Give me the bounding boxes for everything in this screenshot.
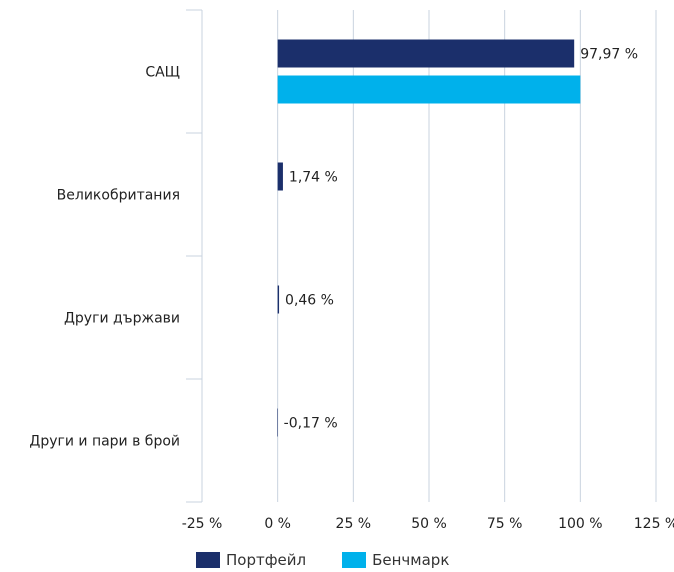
legend-swatch-portfolio <box>196 552 220 568</box>
legend-label-benchmark: Бенчмарк <box>372 551 450 569</box>
bar-portfolio-3 <box>277 408 278 437</box>
x-tick-label-6: 125 % <box>634 516 674 532</box>
legend-item-portfolio: Портфейл <box>196 551 306 569</box>
bar-portfolio-2 <box>277 285 280 314</box>
x-tick-label-0: -25 % <box>182 516 223 532</box>
x-tick-label-3: 50 % <box>411 516 447 532</box>
x-tick-labels: -25 % 0 % 25 % 50 % 75 % 100 % 125 % <box>182 516 674 532</box>
category-label-0: САЩ <box>145 65 180 81</box>
legend: Портфейл Бенчмарк <box>196 550 485 570</box>
x-tick-label-2: 25 % <box>336 516 372 532</box>
category-axis: САЩ Великобритания Други държави Други и па… <box>29 9 203 503</box>
legend-label-portfolio: Портфейл <box>226 551 307 569</box>
bar-chart: САЩ Великобритания Други държави Други и па… <box>29 9 674 532</box>
x-tick-label-5: 100 % <box>558 516 602 532</box>
bar-portfolio-0 <box>277 39 575 68</box>
data-label-0: 97,97 % <box>580 47 638 63</box>
bar-portfolio-1 <box>277 162 283 191</box>
category-label-3: Други и пари в брой <box>29 434 180 450</box>
x-tick-label-4: 75 % <box>487 516 523 532</box>
data-label-1: 1,74 % <box>289 170 338 186</box>
x-tick-label-1: 0 % <box>264 516 291 532</box>
category-label-1: Великобритания <box>57 188 180 204</box>
category-label-2: Други държави <box>64 311 180 327</box>
legend-swatch-benchmark <box>342 552 367 568</box>
bars <box>277 39 581 437</box>
data-label-3: -0,17 % <box>284 416 338 432</box>
legend-item-benchmark: Бенчмарк <box>342 551 449 569</box>
bar-benchmark-0 <box>277 75 581 104</box>
data-label-2: 0,46 % <box>285 293 334 309</box>
data-labels: 97,97 % 1,74 % 0,46 % -0,17 % <box>284 47 638 432</box>
